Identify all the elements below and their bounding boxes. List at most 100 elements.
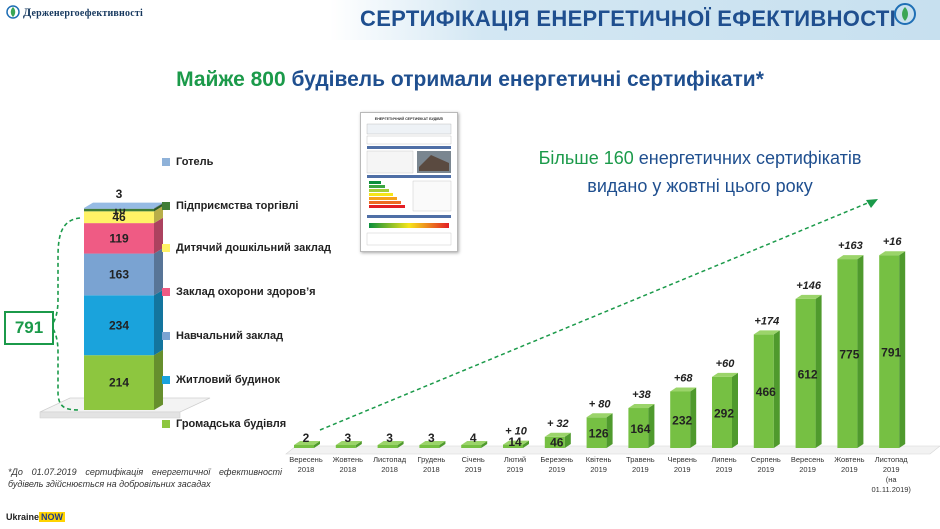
legend-label: Готель <box>176 156 214 168</box>
legend-item: Навчальний заклад <box>162 330 283 342</box>
legend-label: Дитячий дошкільний заклад <box>176 242 331 254</box>
x-tick-label: Жовтень <box>333 455 363 464</box>
bar-side <box>815 294 822 448</box>
headline-highlight: Майже 800 <box>176 68 286 91</box>
bar-front <box>419 445 440 448</box>
bar: 292 +60 <box>712 358 738 448</box>
bar-increment-label: +16 <box>883 236 903 248</box>
bar-increment-label: +60 <box>716 358 736 370</box>
bar-value-label: 126 <box>589 427 609 441</box>
bar-value-label: 466 <box>756 385 776 399</box>
legend-swatch <box>162 288 170 296</box>
x-tick-label: Листопад <box>373 455 407 464</box>
x-tick-label: 2019 <box>465 465 482 474</box>
stack-segment: 214 <box>84 349 163 410</box>
page-title: СЕРТИФІКАЦІЯ ЕНЕРГЕТИЧНОЇ ЕФЕКТИВНОСТІ <box>360 6 896 31</box>
legend-label: Заклад охорони здоров’я <box>176 286 316 298</box>
bar-increment-label: +68 <box>674 372 694 384</box>
header-band: СЕРТИФІКАЦІЯ ЕНЕРГЕТИЧНОЇ ЕФЕКТИВНОСТІ <box>330 0 940 40</box>
x-tick-label: 2019 <box>799 465 816 474</box>
stack-segment-front <box>84 211 154 224</box>
total-count-box: 791 <box>4 311 54 345</box>
certificate-title: ЕНЕРГЕТИЧНИЙ СЕРТИФІКАТ БУДІВЛІ <box>375 117 443 121</box>
bar-top <box>377 441 404 445</box>
bar-increment-label: +146 <box>796 280 822 292</box>
x-tick-label: Грудень <box>417 455 445 464</box>
bar-front <box>795 298 816 448</box>
bar-increment-label: +38 <box>632 389 652 401</box>
legend-item: Заклад охорони здоров’я <box>162 286 316 298</box>
stack-segment-front <box>84 355 154 410</box>
org-name: Держенергоефективності <box>23 4 143 19</box>
bar: 2 <box>294 431 320 448</box>
bar: 3 <box>335 431 362 448</box>
x-tick-label: 2018 <box>423 465 440 474</box>
stack-segment-side <box>154 203 163 212</box>
stack-segment-side <box>154 202 163 209</box>
bar-side <box>899 251 906 448</box>
bar-value-label: 3 <box>428 431 435 445</box>
legend-swatch <box>162 244 170 252</box>
x-tick-label: 01.11.2019) <box>871 485 911 494</box>
stack-segment: 3 <box>84 187 163 209</box>
bar-increment-label: +174 <box>754 315 779 327</box>
bar: 612 +146 <box>795 280 822 448</box>
bar-top <box>670 387 697 392</box>
stack-segment: 46 <box>84 205 163 224</box>
bar-side <box>355 441 362 448</box>
x-tick-label: Березень <box>540 455 573 464</box>
stack-segment-label: 46 <box>112 210 126 224</box>
bar-value-label: 46 <box>550 435 564 449</box>
bar-side <box>648 404 655 448</box>
bar-side <box>439 441 446 448</box>
x-tick-label: Травень <box>626 455 655 464</box>
trend-arrow-head <box>866 199 878 208</box>
stack-segment-front <box>84 208 154 209</box>
stack-segment-label: 3 <box>116 187 123 201</box>
x-tick-label: (на <box>886 475 898 484</box>
bar-side <box>397 441 404 448</box>
certificate-document-image: ЕНЕРГЕТИЧНИЙ СЕРТИФІКАТ БУДІВЛІ <box>360 112 458 252</box>
bar: 232 +68 <box>670 372 697 448</box>
legend-label: Житловий будинок <box>176 374 280 386</box>
bar-top <box>628 404 655 409</box>
bar-front <box>712 376 732 448</box>
stack-segment-label: 119 <box>109 231 129 245</box>
stack-segment-front <box>84 223 154 254</box>
bar: 3 <box>419 431 446 448</box>
legend-item: Підприємства торгівлі <box>162 200 298 212</box>
bar-side <box>564 432 571 448</box>
stack-segment: 163 <box>84 248 163 296</box>
bar-top <box>419 441 446 445</box>
headline-text: будівель отримали енергетичні сертифікат… <box>291 68 764 91</box>
certificate-preview: ЕНЕРГЕТИЧНИЙ СЕРТИФІКАТ БУДІВЛІ <box>366 117 452 246</box>
bar: 46 + 32 <box>544 418 571 449</box>
stack-segment-top <box>84 202 163 208</box>
x-tick-label: Лютий <box>504 455 526 464</box>
stack-segment: 234 <box>84 289 163 356</box>
bar-front <box>586 417 607 448</box>
x-tick-label: Вересень <box>791 455 825 464</box>
x-tick-label: 2018 <box>339 465 356 474</box>
bar: 4 <box>461 431 488 448</box>
bar-front <box>879 255 900 448</box>
stack-segment-side <box>154 248 163 296</box>
bar-front <box>294 445 314 448</box>
x-tick-label: 2019 <box>716 465 733 474</box>
x-tick-label: 2019 <box>841 465 858 474</box>
legend-item: Готель <box>162 156 213 168</box>
trend-arrow-line <box>319 201 871 431</box>
chart-base-edge <box>39 411 181 419</box>
bar-top <box>753 330 780 335</box>
x-tick-label: Серпень <box>751 455 781 464</box>
bar-value-label: 3 <box>386 431 393 445</box>
bar-side <box>523 440 529 448</box>
bar: 466 +174 <box>753 315 780 448</box>
bar-increment-label: + 10 <box>505 426 528 438</box>
stack-segment-front <box>84 208 154 212</box>
bar-top <box>586 413 613 418</box>
subheadline-highlight: Більше 160 <box>538 148 634 168</box>
bar-value-label: 2 <box>303 431 310 445</box>
bar-top <box>335 441 362 445</box>
org-logo: Держенергоефективності <box>6 4 143 20</box>
